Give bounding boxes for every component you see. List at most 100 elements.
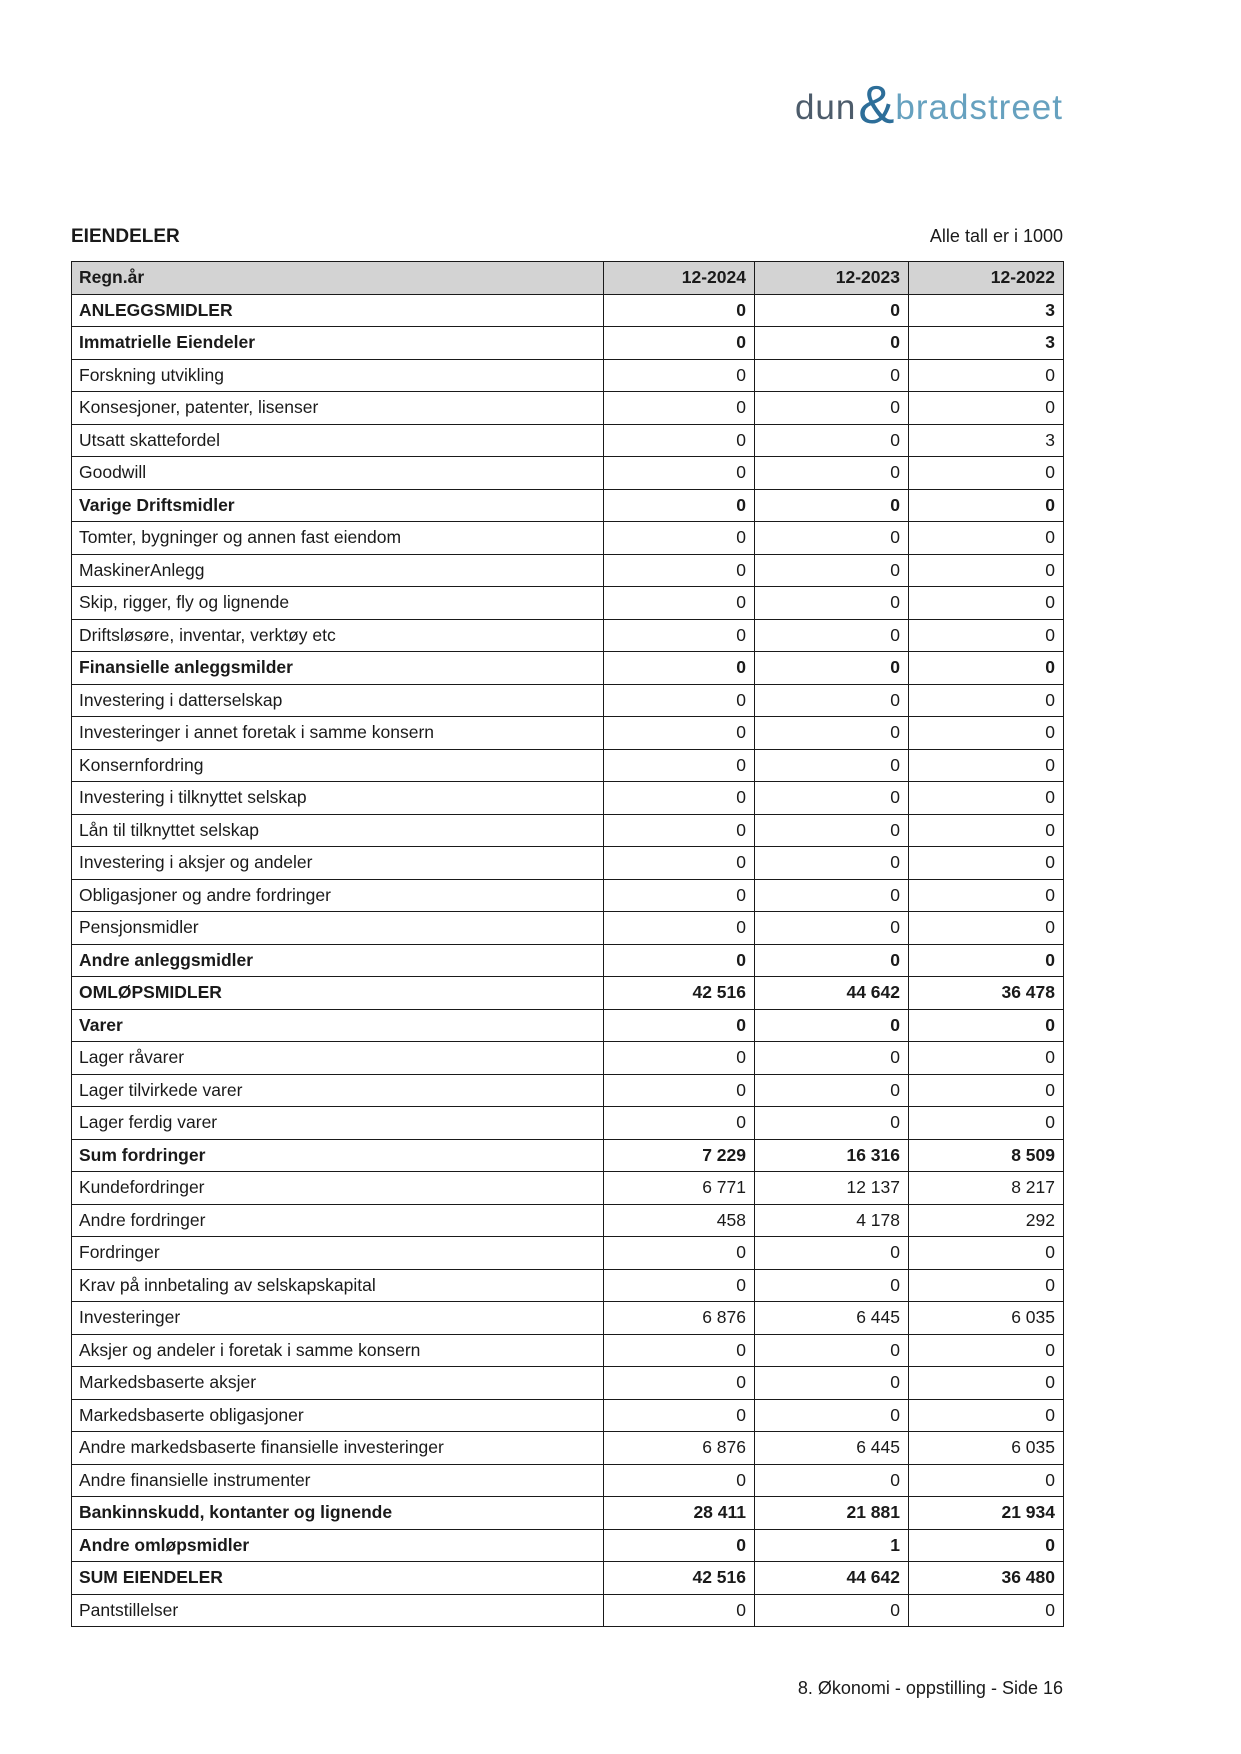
row-value-12-2024: 0: [603, 683, 755, 717]
row-value-12-2022: 0: [908, 911, 1064, 945]
table-row: Markedsbaserte obligasjoner 0 0 0: [71, 1398, 1064, 1432]
table-row: Driftsløsøre, inventar, verktøy etc 0 0 0: [71, 618, 1064, 652]
row-value-12-2023: 0: [754, 911, 909, 945]
row-label: Pensjonsmidler: [71, 911, 604, 945]
table-row: Finansielle anleggsmilder 0 0 0: [71, 651, 1064, 685]
balance-sheet-table: Regn.år 12-2024 12-2023 12-2022 ANLEGGSM…: [71, 261, 1064, 1627]
table-row: Konsesjoner, patenter, lisenser 0 0 0: [71, 391, 1064, 425]
row-value-12-2023: 44 642: [754, 1561, 909, 1595]
logo-text-dun: dun: [794, 87, 857, 127]
table-row: Investeringer 6 876 6 445 6 035: [71, 1301, 1064, 1335]
row-value-12-2023: 0: [754, 781, 909, 815]
row-value-12-2024: 0: [603, 846, 755, 880]
table-row: Utsatt skattefordel 0 0 3: [71, 423, 1064, 457]
row-value-12-2024: 0: [603, 781, 755, 815]
row-value-12-2022: 0: [908, 683, 1064, 717]
row-label: Lager ferdig varer: [71, 1106, 604, 1140]
row-value-12-2022: 0: [908, 943, 1064, 977]
table-row: Tomter, bygninger og annen fast eiendom 0…: [71, 521, 1064, 555]
units-note: Alle tall er i 1000: [929, 226, 1063, 246]
row-label: Investering i aksjer og andeler: [71, 846, 604, 880]
row-value-12-2022: 0: [908, 553, 1064, 587]
table-row: Skip, rigger, fly og lignende 0 0 0: [71, 586, 1064, 620]
row-value-12-2023: 6 445: [754, 1431, 909, 1465]
row-value-12-2023: 0: [754, 1008, 909, 1042]
row-value-12-2023: 16 316: [754, 1138, 909, 1172]
row-label: ANLEGGSMIDLER: [71, 293, 604, 327]
row-value-12-2023: 0: [754, 1366, 909, 1400]
table-row: Sum fordringer 7 229 16 316 8 509: [71, 1138, 1064, 1172]
row-label: Konsernfordring: [71, 748, 604, 782]
row-value-12-2023: 0: [754, 813, 909, 847]
row-value-12-2022: 0: [908, 1333, 1064, 1367]
table-row: Investering i datterselskap 0 0 0: [71, 683, 1064, 717]
table-row: Markedsbaserte aksjer 0 0 0: [71, 1366, 1064, 1400]
row-value-12-2024: 0: [603, 553, 755, 587]
row-label: Aksjer og andeler i foretak i samme kons…: [71, 1333, 604, 1367]
logo-ampersand-icon: &: [858, 75, 895, 135]
table-row: Pantstillelser 0 0 0: [71, 1593, 1064, 1627]
row-label: Lager tilvirkede varer: [71, 1073, 604, 1107]
row-value-12-2023: 0: [754, 326, 909, 360]
table-row: Aksjer og andeler i foretak i samme kons…: [71, 1333, 1064, 1367]
row-label: Investeringer: [71, 1301, 604, 1335]
row-value-12-2024: 0: [603, 1268, 755, 1302]
row-value-12-2023: 44 642: [754, 976, 909, 1010]
header-cell-12-2023: 12-2023: [754, 261, 909, 295]
row-value-12-2023: 0: [754, 943, 909, 977]
row-label: Goodwill: [71, 456, 604, 490]
row-value-12-2024: 0: [603, 651, 755, 685]
row-label: Lager råvarer: [71, 1041, 604, 1075]
table-row: Pensjonsmidler 0 0 0: [71, 911, 1064, 945]
row-value-12-2022: 0: [908, 1366, 1064, 1400]
row-label: Kundefordringer: [71, 1171, 604, 1205]
row-value-12-2022: 0: [908, 1268, 1064, 1302]
row-value-12-2023: 0: [754, 1398, 909, 1432]
row-value-12-2022: 36 480: [908, 1561, 1064, 1595]
row-label: Sum fordringer: [71, 1138, 604, 1172]
row-label: Markedsbaserte aksjer: [71, 1366, 604, 1400]
row-value-12-2023: 0: [754, 553, 909, 587]
row-value-12-2024: 0: [603, 326, 755, 360]
row-value-12-2024: 0: [603, 293, 755, 327]
row-value-12-2022: 0: [908, 488, 1064, 522]
row-value-12-2023: 0: [754, 1236, 909, 1270]
row-label: Andre finansielle instrumenter: [71, 1463, 604, 1497]
row-value-12-2024: 0: [603, 813, 755, 847]
row-value-12-2024: 0: [603, 1073, 755, 1107]
row-value-12-2023: 0: [754, 391, 909, 425]
row-value-12-2023: 0: [754, 423, 909, 457]
row-value-12-2022: 0: [908, 358, 1064, 392]
table-row: Andre anleggsmidler 0 0 0: [71, 943, 1064, 977]
row-value-12-2023: 12 137: [754, 1171, 909, 1205]
row-value-12-2022: 0: [908, 781, 1064, 815]
row-value-12-2024: 0: [603, 586, 755, 620]
row-value-12-2024: 0: [603, 1333, 755, 1367]
row-value-12-2023: 0: [754, 651, 909, 685]
row-value-12-2023: 0: [754, 1073, 909, 1107]
row-value-12-2023: 0: [754, 1268, 909, 1302]
table-row: Lager tilvirkede varer 0 0 0: [71, 1073, 1064, 1107]
row-label: Investeringer i annet foretak i samme ko…: [71, 716, 604, 750]
row-label: Investering i tilknyttet selskap: [71, 781, 604, 815]
table-row: SUM EIENDELER 42 516 44 642 36 480: [71, 1561, 1064, 1595]
row-value-12-2024: 42 516: [603, 1561, 755, 1595]
row-value-12-2022: 36 478: [908, 976, 1064, 1010]
row-value-12-2023: 0: [754, 716, 909, 750]
row-value-12-2022: 0: [908, 878, 1064, 912]
row-value-12-2022: 0: [908, 651, 1064, 685]
row-value-12-2023: 0: [754, 358, 909, 392]
row-value-12-2024: 0: [603, 1366, 755, 1400]
row-value-12-2024: 458: [603, 1203, 755, 1237]
row-value-12-2022: 0: [908, 521, 1064, 555]
header-cell-regnaar: Regn.år: [71, 261, 604, 295]
row-value-12-2023: 0: [754, 683, 909, 717]
row-value-12-2023: 1: [754, 1528, 909, 1562]
row-value-12-2022: 0: [908, 391, 1064, 425]
row-value-12-2023: 0: [754, 1041, 909, 1075]
row-value-12-2022: 0: [908, 456, 1064, 490]
row-label: Fordringer: [71, 1236, 604, 1270]
row-label: Andre fordringer: [71, 1203, 604, 1237]
row-value-12-2022: 0: [908, 813, 1064, 847]
